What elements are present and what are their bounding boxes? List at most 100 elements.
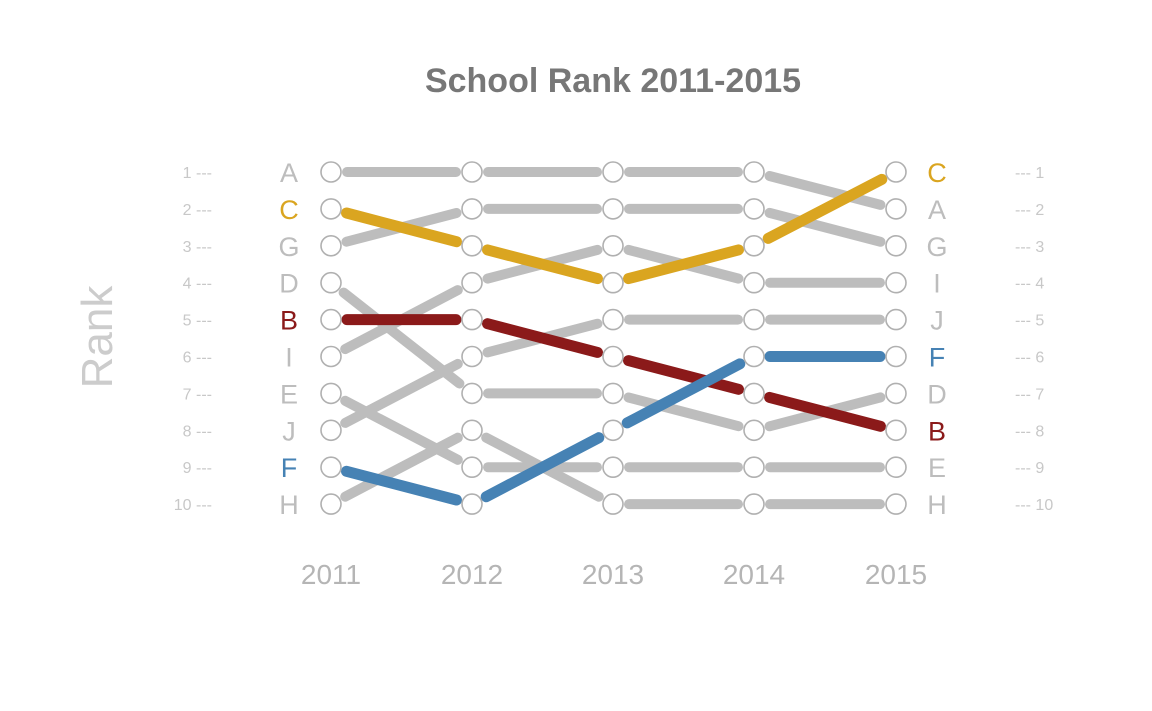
rank-tick-right: --- 9 — [1015, 460, 1044, 477]
line-segment-b-2013 — [623, 355, 744, 395]
rank-marker — [602, 419, 624, 442]
school-label-right-d: D — [927, 379, 947, 409]
line-segment-h-2011 — [340, 432, 463, 502]
rank-marker — [602, 382, 624, 405]
rank-marker — [885, 198, 907, 220]
rank-marker — [320, 235, 342, 257]
rank-tick-left: 10 --- — [174, 497, 212, 514]
rank-markers — [320, 161, 907, 515]
rank-marker — [885, 308, 907, 331]
line-segment-c-2014 — [762, 173, 888, 244]
school-label-left-i: I — [285, 343, 293, 373]
school-label-left-j: J — [282, 416, 296, 446]
rank-tick-right: --- 3 — [1015, 239, 1044, 256]
rank-marker — [602, 235, 624, 257]
school-label-right-j: J — [930, 306, 944, 336]
school-label-right-f: F — [929, 343, 946, 373]
year-label-2011: 2011 — [301, 559, 361, 590]
rank-tick-right: --- 1 — [1015, 165, 1044, 182]
rank-marker — [320, 493, 342, 515]
rank-tick-left: 7 --- — [183, 386, 212, 403]
rank-marker — [602, 345, 624, 368]
rank-marker — [461, 382, 483, 405]
rank-marker — [461, 419, 483, 442]
rank-marker — [743, 161, 765, 183]
rank-marker — [320, 345, 342, 368]
rank-marker — [602, 161, 624, 183]
rank-tick-right: --- 6 — [1015, 350, 1044, 367]
rank-tick-left: 6 --- — [183, 350, 212, 367]
rank-marker — [602, 271, 624, 294]
year-label-2013: 2013 — [582, 559, 644, 590]
school-label-right-b: B — [928, 416, 946, 446]
rank-marker — [320, 419, 342, 442]
line-segment-g-2014 — [764, 207, 886, 247]
line-segment-f-2013 — [621, 358, 746, 429]
school-label-left-d: D — [279, 269, 299, 299]
year-label-2015: 2015 — [865, 559, 927, 590]
school-label-left-c: C — [279, 195, 299, 225]
rank-marker — [743, 493, 765, 515]
rank-marker — [320, 271, 342, 294]
rank-tick-left: 9 --- — [183, 460, 212, 477]
rank-marker — [885, 235, 907, 257]
rank-marker — [320, 456, 342, 479]
rank-marker — [320, 161, 342, 183]
school-label-right-e: E — [928, 453, 946, 483]
line-segment-b-2012 — [482, 318, 603, 358]
rank-marker — [461, 271, 483, 294]
school-label-right-i: I — [933, 269, 941, 299]
rank-tick-right: --- 2 — [1015, 202, 1044, 219]
rank-marker — [461, 493, 483, 515]
rank-marker — [743, 419, 765, 442]
line-segment-f-2012 — [480, 432, 605, 503]
rank-marker — [602, 456, 624, 479]
rank-marker — [602, 308, 624, 331]
rank-tick-left: 2 --- — [183, 202, 212, 219]
rank-marker — [885, 382, 907, 405]
line-segment-j-2011 — [340, 358, 463, 428]
line-segment-a-2014 — [764, 171, 886, 210]
line-segment-d-2013 — [623, 392, 744, 432]
rank-marker — [743, 345, 765, 368]
rank-marker — [602, 493, 624, 515]
rank-marker — [461, 161, 483, 183]
rank-marker — [320, 198, 342, 220]
rank-marker — [885, 493, 907, 515]
rank-tick-left: 4 --- — [183, 276, 212, 293]
rank-tick-right: --- 8 — [1015, 423, 1044, 440]
rank-tick-left: 1 --- — [183, 165, 212, 182]
rank-tick-right: --- 10 — [1015, 497, 1053, 514]
school-label-left-e: E — [280, 379, 298, 409]
rank-tick-right: --- 5 — [1015, 313, 1044, 330]
line-segment-c-2011 — [341, 207, 462, 248]
rank-tick-right: --- 4 — [1015, 276, 1044, 293]
school-label-left-h: H — [279, 490, 299, 520]
rank-tick-left: 8 --- — [183, 423, 212, 440]
rank-marker — [461, 345, 483, 368]
rank-marker — [320, 382, 342, 405]
y-axis-label: Rank — [73, 285, 122, 389]
line-segment-b-2014 — [764, 391, 886, 432]
school-label-left-g: G — [278, 232, 299, 262]
line-segment-c-2012 — [482, 244, 603, 285]
rank-marker — [885, 419, 907, 442]
rank-tick-right: --- 7 — [1015, 386, 1044, 403]
rank-marker — [743, 456, 765, 479]
rank-marker — [461, 235, 483, 257]
year-label-2012: 2012 — [441, 559, 503, 590]
school-label-right-h: H — [927, 490, 947, 520]
chart-title: School Rank 2011-2015 — [425, 62, 801, 100]
school-label-left-f: F — [281, 453, 298, 483]
rank-tick-left: 5 --- — [183, 313, 212, 330]
rank-marker — [743, 271, 765, 294]
year-label-2014: 2014 — [723, 559, 785, 590]
school-label-right-a: A — [928, 195, 946, 225]
rank-tick-left: 3 --- — [183, 239, 212, 256]
rank-marker — [743, 382, 765, 405]
school-label-left-a: A — [280, 158, 298, 188]
rank-marker — [461, 456, 483, 479]
rank-marker — [885, 161, 907, 183]
rank-marker — [885, 456, 907, 479]
